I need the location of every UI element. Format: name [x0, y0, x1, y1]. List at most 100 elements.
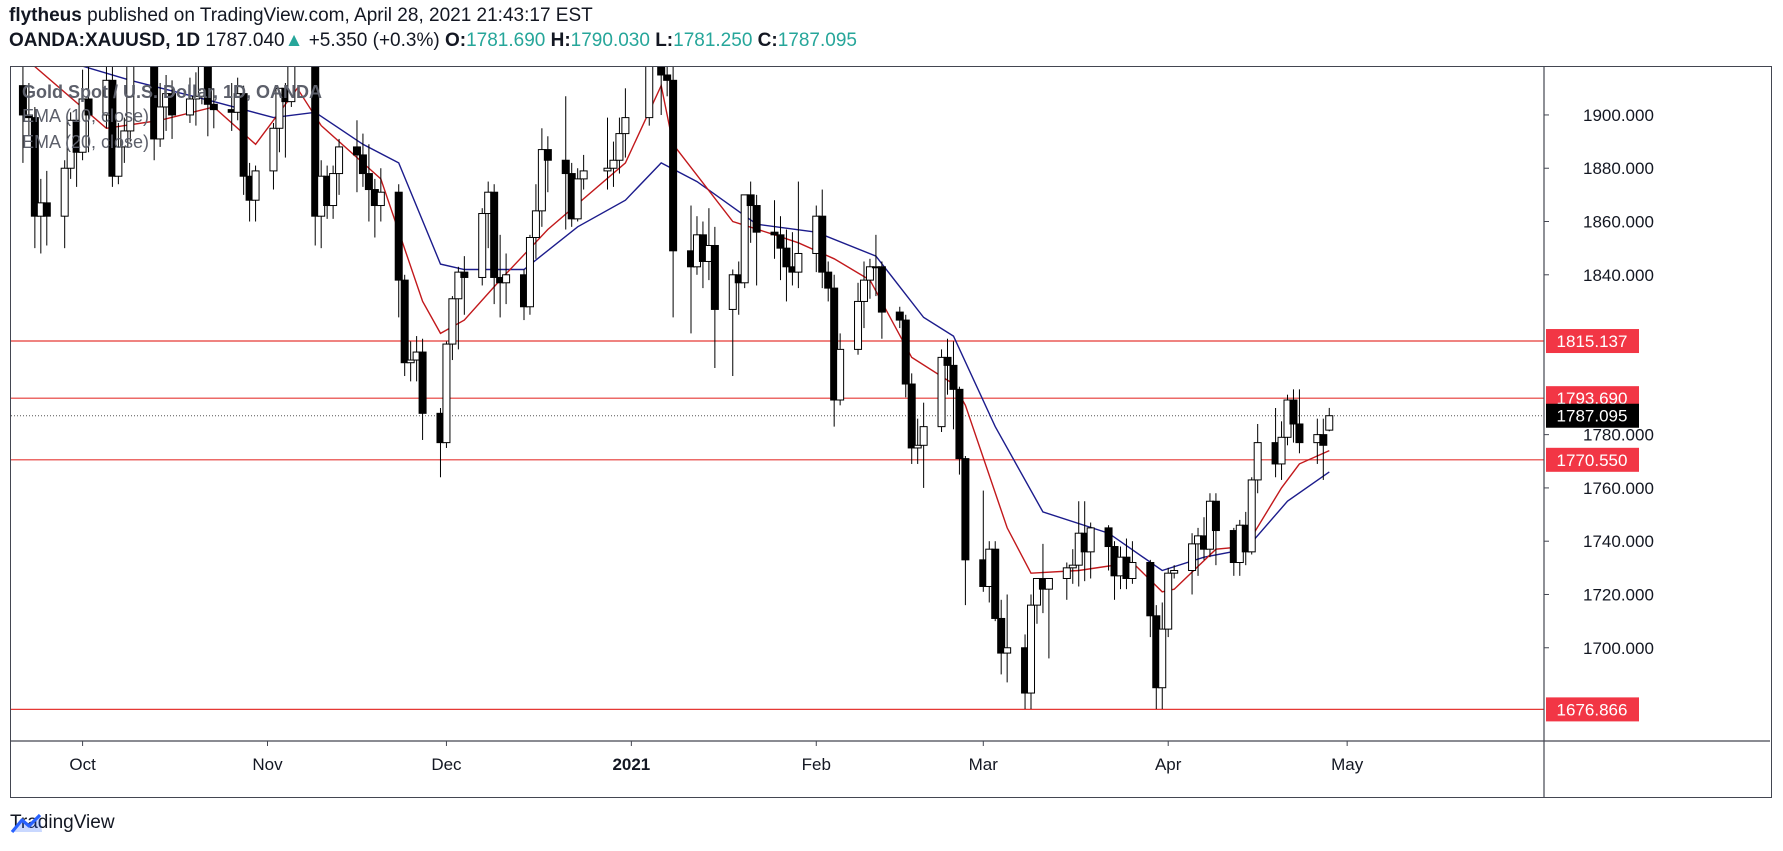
price-tag	[1546, 447, 1639, 472]
open-label: O:	[444, 30, 467, 51]
published-text: published on TradingView.com, April 28, …	[87, 5, 593, 26]
candle-down	[877, 266, 886, 313]
x-tick-label: Dec	[431, 755, 462, 774]
candle-down	[961, 458, 970, 561]
x-tick-label: 2021	[612, 755, 650, 774]
candle-up	[531, 210, 540, 238]
legend-ema10[interactable]: EMA (10, close)	[22, 106, 150, 126]
candle-down	[209, 103, 218, 111]
legend-ema20[interactable]: EMA (20, close)	[22, 132, 150, 152]
candle-down	[460, 271, 469, 278]
candle-up	[269, 127, 278, 172]
plot-area	[11, 67, 1544, 710]
candle-down	[418, 351, 427, 414]
candle-up	[919, 426, 928, 446]
candle-down	[830, 287, 839, 401]
candle-up	[537, 149, 546, 212]
candle-up	[1128, 562, 1137, 579]
up-arrow-icon: ▲	[284, 30, 304, 51]
candle-down	[782, 247, 791, 268]
candle-up	[126, 67, 135, 132]
candle-down	[203, 67, 212, 105]
candle-down	[663, 74, 672, 81]
candle-down	[108, 79, 117, 177]
candle-up	[937, 356, 946, 428]
candle-up	[275, 87, 284, 129]
candle-up	[1164, 572, 1173, 630]
candle-down	[901, 319, 910, 385]
price-tag	[1546, 697, 1639, 722]
candle-down	[168, 93, 177, 116]
x-tick-label: Oct	[69, 755, 96, 774]
candle-up	[794, 252, 803, 273]
tradingview-logo-icon	[10, 813, 42, 834]
candle-up	[865, 266, 874, 281]
candle-up	[185, 98, 194, 116]
candle-up	[251, 170, 260, 201]
y-tick-label: 1860.000	[1583, 213, 1654, 232]
candle-down	[710, 244, 719, 310]
candle-down	[991, 548, 1000, 619]
candle-up	[78, 98, 87, 153]
candle-up	[1170, 570, 1179, 574]
y-tick-label: 1740.000	[1583, 532, 1654, 551]
candle-up	[156, 106, 165, 140]
high-value: 1790.030	[570, 30, 650, 51]
y-tick-label: 1760.000	[1583, 479, 1654, 498]
candle-down	[311, 67, 320, 217]
y-tick-label: 1880.000	[1583, 159, 1654, 178]
candle-down	[352, 146, 361, 156]
candle-up	[859, 279, 868, 302]
y-tick-label: 1840.000	[1583, 266, 1654, 285]
price-tag-label: 1770.550	[1557, 451, 1628, 470]
chart-frame[interactable]	[10, 66, 1772, 798]
symbol-name[interactable]: OANDA:XAUUSD, 1D	[9, 30, 201, 51]
footer-brand[interactable]: TradingView	[10, 812, 115, 834]
candle-up	[478, 213, 487, 278]
candle-down	[997, 617, 1006, 654]
candle-down	[824, 271, 833, 289]
candle-down	[42, 202, 51, 217]
price-tag-label: 1676.866	[1557, 700, 1628, 719]
candle-down	[955, 388, 964, 460]
candle-up	[448, 298, 457, 345]
candle-up	[60, 167, 69, 217]
candle-up	[1086, 527, 1095, 553]
candle-up	[579, 170, 588, 180]
candle-down	[84, 98, 93, 116]
publish-line: flytheus published on TradingView.com, A…	[9, 5, 593, 27]
y-tick-label: 1780.000	[1583, 426, 1654, 445]
candle-down	[1146, 562, 1155, 617]
candle-up	[1027, 604, 1036, 694]
price-change: +5.350 (+0.3%)	[308, 30, 440, 51]
x-tick-label: Feb	[802, 755, 831, 774]
author-name[interactable]: flytheus	[9, 5, 82, 26]
candle-up	[615, 133, 624, 161]
x-tick-label: Mar	[969, 755, 999, 774]
candle-up	[1158, 628, 1167, 689]
candle-up	[442, 343, 451, 444]
candle-down	[30, 117, 39, 217]
candle-up	[1277, 436, 1286, 465]
candle-down	[24, 114, 33, 119]
candle-down	[1295, 423, 1304, 444]
x-tick-label: May	[1331, 755, 1364, 774]
candle-down	[818, 215, 827, 273]
candle-up	[120, 130, 129, 148]
candle-down	[776, 234, 785, 249]
candle-up	[376, 191, 385, 207]
x-tick-label: Apr	[1155, 755, 1182, 774]
price-tag-label: 1787.095	[1557, 407, 1628, 426]
candle-down	[1211, 500, 1220, 532]
candle-down	[1319, 434, 1328, 446]
price-tag	[1546, 329, 1639, 354]
candle-up	[740, 194, 749, 284]
candle-up	[645, 67, 654, 119]
low-value: 1781.250	[673, 30, 753, 51]
candle-up	[525, 236, 534, 308]
candle-down	[364, 173, 373, 191]
candle-down	[657, 67, 666, 76]
candle-up	[1253, 442, 1262, 481]
candle-up	[1032, 577, 1041, 606]
